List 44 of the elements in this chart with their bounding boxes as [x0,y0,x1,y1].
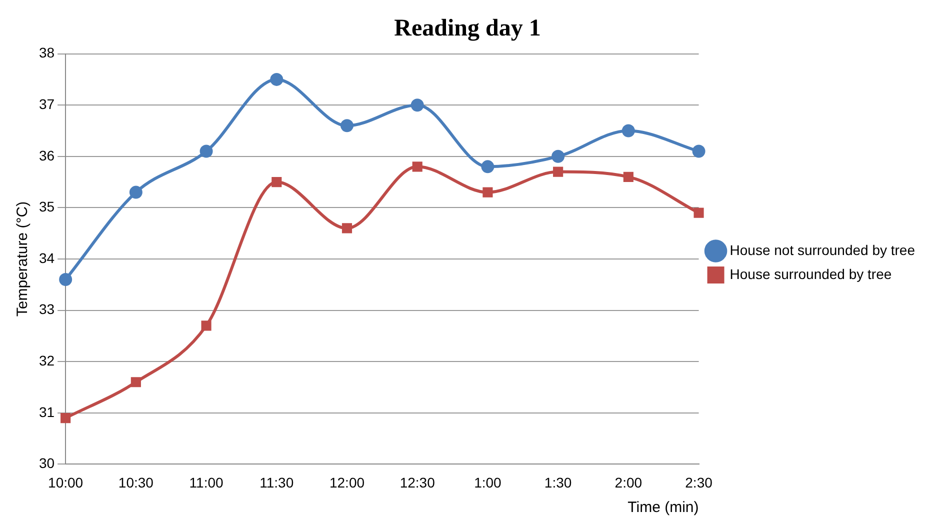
point [552,150,565,163]
point [482,187,493,198]
y-tick-label: 36 [38,147,55,164]
x-tick-label: 12:30 [400,474,436,490]
point [481,160,494,174]
legend-label: House not surrounded by tree [730,242,916,258]
x-tick-label: 10:00 [48,474,84,490]
point [623,172,634,182]
point [60,412,71,424]
point [340,119,354,132]
point [129,186,142,199]
point [201,320,212,331]
x-tick-label: 11:30 [260,474,294,490]
chart-title: Reading day 1 [394,16,541,42]
x-tick-label: 10:30 [118,474,154,490]
x-tick-label: 2:30 [685,474,713,490]
point [342,223,352,234]
point [410,98,424,112]
y-tick-label: 30 [38,455,55,472]
x-tick-label: 12:00 [329,474,365,490]
x-tick-label: 1:00 [474,474,502,490]
y-tick-label: 34 [38,250,55,266]
x-axis-title: Time (min) [628,499,699,516]
x-tick-label: 2:00 [614,474,642,490]
y-axis-title: Temperature (°C) [14,201,32,317]
x-tick-label: 11:00 [189,474,224,490]
y-tick-label: 35 [38,198,55,215]
legend-label: House surrounded by tree [730,266,892,282]
point [692,144,706,158]
point [694,208,704,218]
point [200,144,213,158]
point [272,177,282,188]
point [622,124,635,138]
point [270,72,284,86]
point [130,377,141,388]
y-tick-label: 33 [38,301,55,318]
x-tick-label: 1:30 [544,474,572,490]
point [553,166,564,177]
y-tick-label: 32 [38,352,55,368]
y-tick-label: 38 [38,44,55,61]
y-tick-label: 37 [38,96,55,112]
point [412,162,422,172]
point [59,273,72,286]
y-tick-label: 31 [38,404,55,420]
